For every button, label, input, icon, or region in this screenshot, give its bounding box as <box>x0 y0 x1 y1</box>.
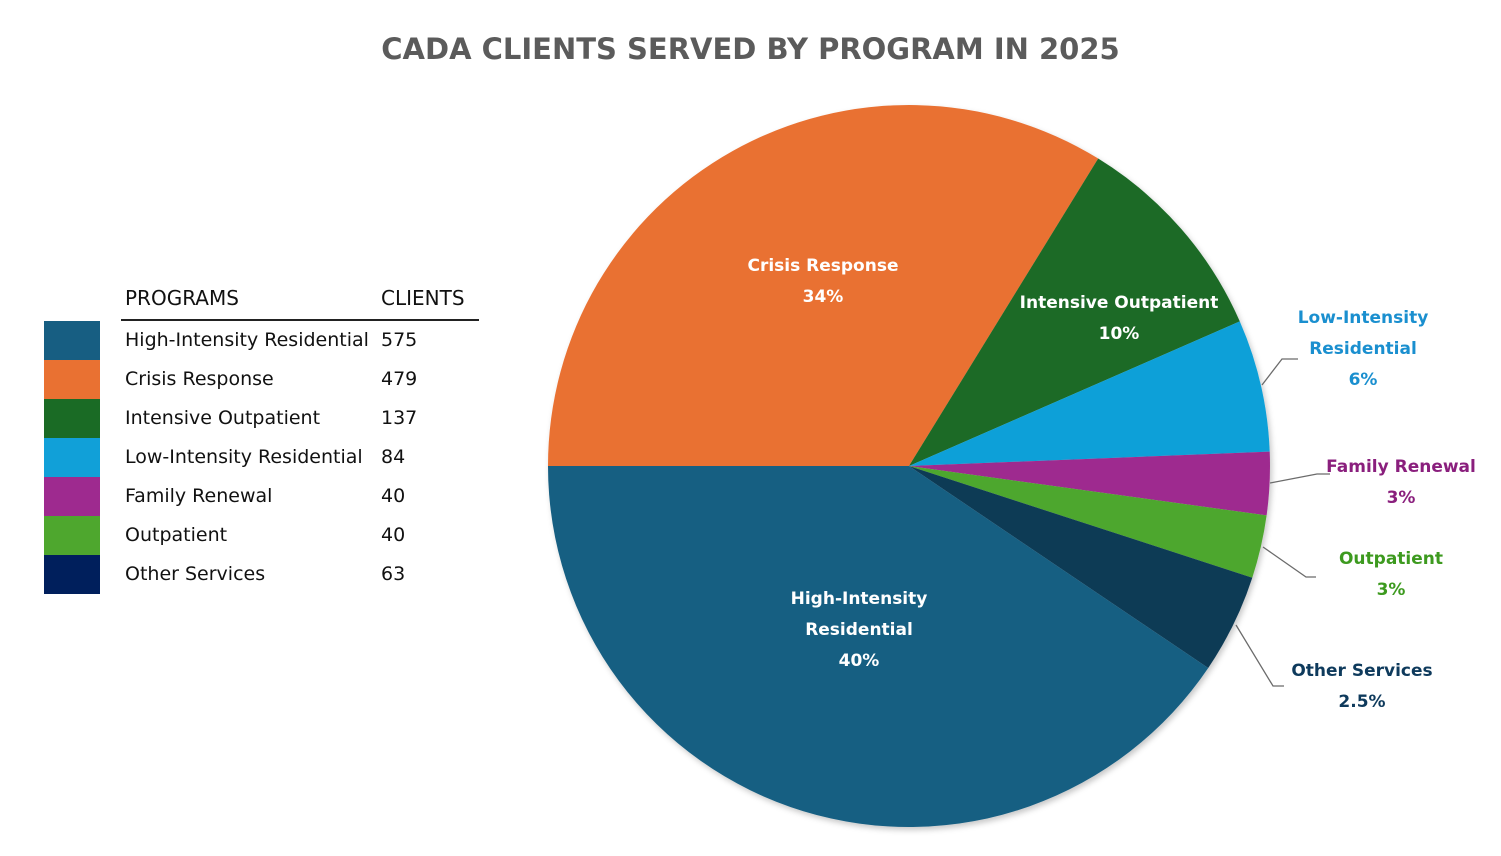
legend-swatch <box>44 516 100 555</box>
slice-label-name: Intensive Outpatient <box>1020 293 1219 313</box>
legend-client-count: 575 <box>381 329 418 351</box>
legend-swatch <box>44 438 100 477</box>
legend-client-count: 40 <box>381 524 406 546</box>
legend-program-label: Crisis Response <box>125 368 274 390</box>
legend-header-clients: CLIENTS <box>381 286 465 310</box>
slice-label-name: High-Intensity <box>791 589 928 609</box>
legend-program-label: Outpatient <box>125 524 228 546</box>
leader-line <box>1262 546 1316 578</box>
legend-swatch <box>44 399 100 438</box>
legend-client-count: 63 <box>381 563 406 585</box>
pie-slice-crisis-response <box>548 104 1099 466</box>
slice-label: Other Services 2.5% <box>1291 661 1432 712</box>
slice-label-percent: 3% <box>1387 488 1416 508</box>
pie-slice-low-intensity-residential <box>909 321 1270 466</box>
slice-label-name: Crisis Response <box>747 256 898 276</box>
slice-label: Low-Intensity Residential 6% <box>1298 308 1429 390</box>
slice-label-name: Residential <box>805 620 913 640</box>
legend-program-label: Family Renewal <box>125 485 273 507</box>
slice-label: Outpatient 3% <box>1339 549 1443 600</box>
slice-label-percent: 3% <box>1377 580 1406 600</box>
legend-program-label: Intensive Outpatient <box>125 407 321 429</box>
slice-label: High-Intensity Residential 40% <box>791 589 928 671</box>
legend-program-label: Low-Intensity Residential <box>125 446 363 468</box>
legend-swatch <box>44 555 100 594</box>
legend-header-programs: PROGRAMS <box>125 286 239 310</box>
slice-label-percent: 10% <box>1099 324 1140 344</box>
slice-label-name: Low-Intensity <box>1298 308 1429 328</box>
slice-label-percent: 34% <box>803 287 844 307</box>
pie-slice-other-services <box>909 466 1253 668</box>
slice-label: Intensive Outpatient 10% <box>1020 293 1219 344</box>
legend-program-label: High-Intensity Residential <box>125 329 369 351</box>
slice-label-percent: 6% <box>1349 370 1378 390</box>
slice-label-percent: 40% <box>839 651 880 671</box>
legend-client-count: 137 <box>381 407 418 429</box>
leader-line <box>1269 473 1330 484</box>
slice-label-name: Residential <box>1309 339 1417 359</box>
pie-slice-outpatient <box>909 466 1267 578</box>
legend-client-count: 40 <box>381 485 406 507</box>
pie-slice-intensive-outpatient <box>909 158 1240 467</box>
leader-line <box>1235 624 1284 687</box>
legend-client-count: 84 <box>381 446 406 468</box>
leader-line <box>1261 358 1298 386</box>
slice-label-name: Outpatient <box>1339 549 1443 569</box>
legend-swatch <box>44 477 100 516</box>
legend-program-label: Other Services <box>125 563 266 585</box>
legend-swatch <box>44 321 100 360</box>
legend-swatch <box>44 360 100 399</box>
slice-label: Family Renewal 3% <box>1326 457 1476 508</box>
pie-slice-family-renewal <box>909 451 1270 516</box>
legend-client-count: 479 <box>381 368 418 390</box>
slice-label-percent: 2.5% <box>1338 692 1385 712</box>
legend-header-rule <box>121 319 479 321</box>
chart-title: CADA CLIENTS SERVED BY PROGRAM IN 2025 <box>381 32 1120 66</box>
slice-label: Crisis Response 34% <box>747 256 898 307</box>
slice-label-name: Family Renewal <box>1326 457 1476 477</box>
pie-slice-high-intensity-residential <box>548 466 1209 827</box>
slice-label-name: Other Services <box>1291 661 1432 681</box>
